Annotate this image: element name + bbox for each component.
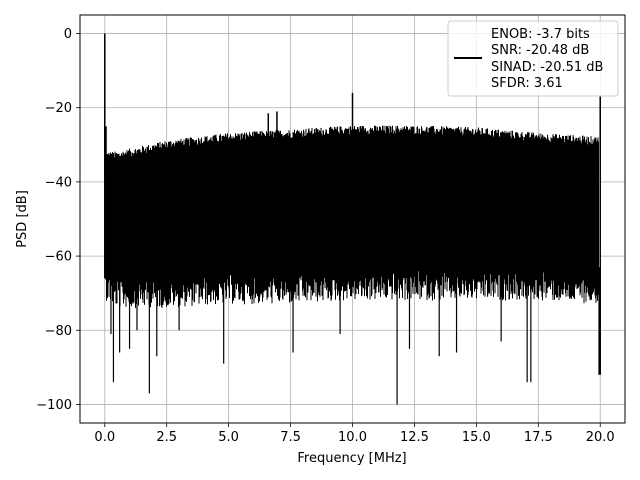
y-tick-label: 0 (64, 27, 72, 42)
y-tick-label: −40 (45, 175, 72, 190)
x-tick-label: 2.5 (156, 430, 177, 445)
y-tick-label: −100 (36, 398, 72, 413)
y-tick-label: −20 (45, 101, 72, 116)
x-tick-label: 0.0 (94, 430, 115, 445)
legend-frame (447, 20, 619, 97)
y-axis-label: PSD [dB] (15, 190, 30, 248)
y-tick-label: −80 (45, 324, 72, 339)
x-tick-label: 20.0 (586, 430, 615, 445)
x-tick-label: 10.0 (338, 430, 367, 445)
legend-enob: ENOB: -3.7 bits (491, 27, 590, 42)
y-tick-label: −60 (45, 250, 72, 265)
x-tick-label: 15.0 (462, 430, 491, 445)
x-axis-ticks: 0.0 2.5 5.0 7.5 10.0 12.5 15.0 17.5 20.0 (94, 423, 615, 445)
x-tick-label: 5.0 (218, 430, 239, 445)
psd-series (104, 33, 601, 405)
x-tick-label: 12.5 (400, 430, 429, 445)
legend: ENOB: -3.7 bits SNR: -20.48 dB SINAD: -2… (447, 20, 619, 97)
legend-sfdr: SFDR: 3.61 (491, 76, 563, 91)
x-axis-label: Frequency [MHz] (297, 451, 406, 466)
legend-snr: SNR: -20.48 dB (491, 43, 589, 58)
x-tick-label: 17.5 (524, 430, 553, 445)
y-axis-ticks: 0 −20 −40 −60 −80 −100 (36, 27, 80, 413)
psd-noise-floor (105, 125, 599, 308)
x-tick-label: 7.5 (280, 430, 301, 445)
legend-sinad: SINAD: -20.51 dB (491, 60, 603, 75)
plot-area (104, 33, 601, 405)
